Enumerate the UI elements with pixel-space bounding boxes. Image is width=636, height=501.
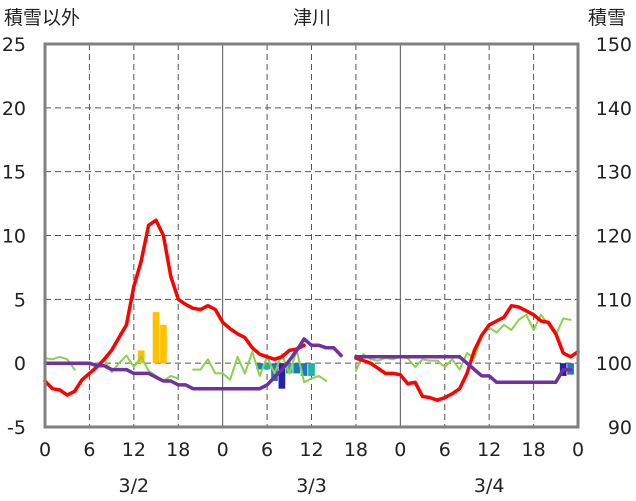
bar-1-2 xyxy=(293,363,301,374)
x-tick-label: 18 xyxy=(344,439,368,461)
x-tick-label: 12 xyxy=(477,439,501,461)
left-tick-label: 25 xyxy=(2,34,26,56)
bar-3-2 xyxy=(308,363,315,376)
right-tick-label: 110 xyxy=(596,289,632,311)
right-tick-label: 90 xyxy=(608,417,632,439)
right-tick-label: 150 xyxy=(596,34,632,56)
x-tick-label: 0 xyxy=(217,439,229,461)
left-axis-title: 積雪以外 xyxy=(4,7,80,29)
series-2-line-1 xyxy=(354,355,573,385)
x-axis-ticks: 0 6 12 18 0 6 12 18 0 6 12 18 0 xyxy=(39,439,584,461)
day-label: 3/3 xyxy=(296,475,327,497)
x-tick-label: 12 xyxy=(122,439,146,461)
right-tick-label: 140 xyxy=(596,98,632,120)
left-tick-label: -5 xyxy=(7,417,26,439)
plot-frame xyxy=(43,42,580,429)
x-axis-day-labels: 3/2 3/3 3/4 xyxy=(119,475,505,497)
series-0-line-0 xyxy=(43,218,306,397)
right-tick-label: 130 xyxy=(596,162,632,184)
right-axis-title: 積雪 xyxy=(588,7,626,29)
x-tick-label: 18 xyxy=(521,439,545,461)
x-tick-label: 0 xyxy=(39,439,51,461)
series-1-line-3 xyxy=(354,313,572,372)
day-label: 3/4 xyxy=(474,475,505,497)
left-tick-label: 5 xyxy=(14,289,26,311)
left-tick-label: 0 xyxy=(14,353,26,375)
x-tick-label: 6 xyxy=(83,439,95,461)
left-tick-label: 10 xyxy=(2,226,26,248)
bar-1-3 xyxy=(300,363,308,376)
bar-1-0 xyxy=(256,363,264,370)
bar-3-1 xyxy=(285,363,293,374)
lines-layer xyxy=(43,218,580,402)
left-tick-label: 20 xyxy=(2,98,26,120)
x-tick-label: 6 xyxy=(261,439,273,461)
chart-title: 津川 xyxy=(293,7,331,29)
x-tick-label: 12 xyxy=(299,439,323,461)
series-2-line-0 xyxy=(43,337,343,391)
x-tick-label: 0 xyxy=(394,439,406,461)
right-tick-label: 120 xyxy=(596,226,632,248)
x-tick-label: 6 xyxy=(439,439,451,461)
x-tick-label: 18 xyxy=(166,439,190,461)
bar-0-2 xyxy=(160,324,167,364)
series-1-line-2 xyxy=(192,349,328,384)
left-tick-label: 15 xyxy=(2,162,26,184)
right-axis-ticks: 150 140 130 120 110 100 90 xyxy=(596,34,632,439)
bar-0-1 xyxy=(152,312,160,364)
day-label: 3/2 xyxy=(119,475,150,497)
left-axis-ticks: 25 20 15 10 5 0 -5 xyxy=(2,34,26,439)
right-tick-label: 100 xyxy=(596,353,632,375)
series-0-line-1 xyxy=(354,303,580,402)
x-tick-label: 0 xyxy=(572,439,584,461)
bar-2-0 xyxy=(278,363,286,389)
grid-layer xyxy=(45,44,578,427)
bar-3-0 xyxy=(263,363,271,370)
